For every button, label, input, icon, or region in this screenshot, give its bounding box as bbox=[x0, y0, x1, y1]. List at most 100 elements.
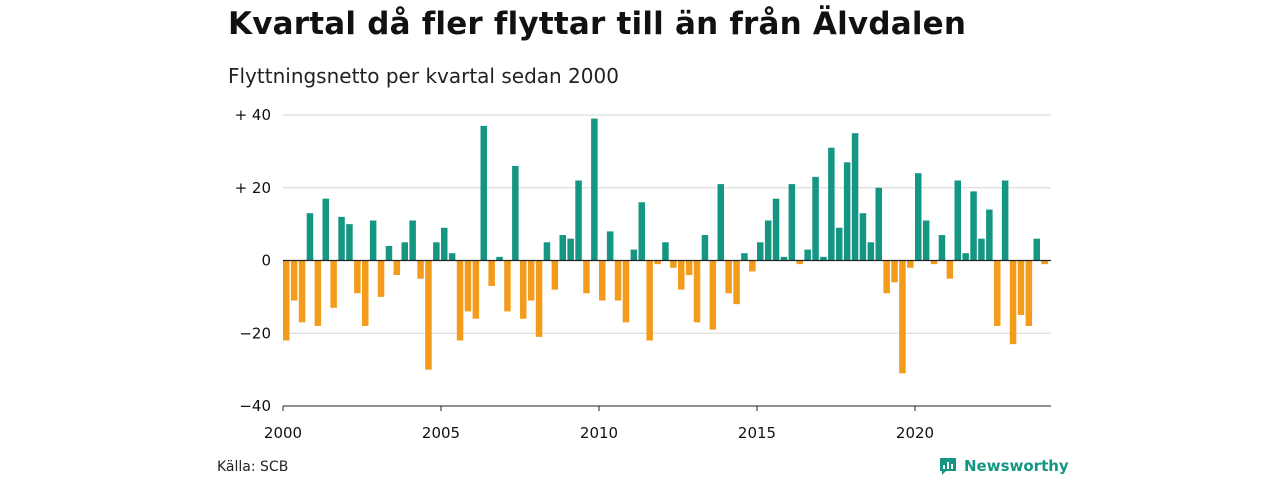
x-tick-label: 2010 bbox=[580, 424, 618, 442]
bar bbox=[314, 260, 322, 326]
y-tick-label: −40 bbox=[239, 397, 271, 415]
brand-logo: Newsworthy bbox=[938, 456, 1069, 476]
bar bbox=[757, 242, 764, 261]
bar bbox=[836, 227, 843, 261]
axes: + 40 + 20 0 −20 −40 2000 2005 2010 2015 2020 bbox=[235, 106, 1051, 442]
bar bbox=[646, 260, 653, 341]
bar bbox=[369, 220, 377, 261]
bar bbox=[433, 242, 440, 261]
bar bbox=[543, 242, 551, 261]
bar bbox=[915, 173, 922, 261]
bar bbox=[670, 260, 677, 268]
bar bbox=[385, 245, 393, 261]
bar bbox=[1017, 260, 1025, 316]
x-tick-label: 2000 bbox=[264, 424, 302, 442]
bar bbox=[575, 180, 582, 261]
bar bbox=[970, 191, 977, 261]
bar bbox=[441, 227, 448, 261]
chart-subtitle: Flyttningsnetto per kvartal sedan 2000 bbox=[228, 64, 619, 88]
bar bbox=[709, 260, 717, 330]
bar bbox=[859, 213, 867, 261]
bar bbox=[678, 260, 685, 290]
bar bbox=[978, 238, 985, 261]
bar bbox=[717, 184, 724, 261]
y-tick-label: + 20 bbox=[235, 179, 271, 197]
bar bbox=[377, 260, 385, 297]
bar bbox=[764, 220, 772, 261]
bar bbox=[488, 260, 495, 286]
bar bbox=[464, 260, 472, 312]
bar bbox=[322, 198, 329, 261]
bar bbox=[867, 242, 875, 261]
bar bbox=[401, 242, 408, 261]
bar bbox=[298, 260, 306, 323]
bar bbox=[938, 235, 946, 261]
bar bbox=[362, 260, 369, 326]
bars bbox=[283, 118, 1048, 374]
bar bbox=[567, 238, 574, 261]
bar bbox=[425, 260, 432, 370]
bar bbox=[875, 187, 882, 261]
bar bbox=[685, 260, 693, 276]
bar bbox=[306, 213, 314, 261]
bar bbox=[606, 231, 614, 261]
bar bbox=[1041, 260, 1048, 265]
bar bbox=[346, 224, 353, 261]
bar bbox=[504, 260, 511, 312]
y-tick-label: −20 bbox=[239, 324, 271, 342]
bar bbox=[820, 256, 827, 261]
chart-title: Kvartal då fler flyttar till än från Älv… bbox=[228, 6, 967, 42]
x-tick-label: 2015 bbox=[738, 424, 776, 442]
bar bbox=[559, 235, 566, 261]
bar bbox=[638, 202, 645, 261]
bar bbox=[520, 260, 527, 319]
bar bbox=[772, 198, 780, 261]
bar bbox=[535, 260, 543, 337]
y-tick-label: 0 bbox=[261, 252, 271, 270]
bar bbox=[330, 260, 337, 308]
bar bbox=[843, 162, 851, 261]
bar bbox=[630, 249, 638, 261]
bar bbox=[693, 260, 701, 323]
bar bbox=[946, 260, 954, 279]
x-tick-label: 2020 bbox=[896, 424, 934, 442]
bar bbox=[922, 220, 930, 261]
bar bbox=[512, 165, 519, 261]
bar bbox=[796, 260, 803, 265]
bar bbox=[883, 260, 890, 294]
brand-name: Newsworthy bbox=[964, 457, 1069, 475]
bar bbox=[472, 260, 480, 319]
bar bbox=[701, 235, 709, 261]
bar bbox=[662, 242, 669, 261]
bar bbox=[583, 260, 590, 294]
bar bbox=[851, 133, 859, 261]
bar bbox=[654, 260, 661, 265]
bar bbox=[741, 253, 748, 261]
bar bbox=[496, 256, 503, 261]
bar bbox=[749, 260, 756, 272]
bar bbox=[283, 260, 290, 341]
bar bbox=[614, 260, 622, 301]
source-note: Källa: SCB bbox=[217, 459, 289, 475]
bar bbox=[417, 260, 424, 279]
bar bbox=[448, 253, 456, 261]
bar bbox=[354, 260, 361, 294]
bar bbox=[480, 125, 487, 261]
bar bbox=[1025, 260, 1033, 326]
bar bbox=[962, 253, 969, 261]
bar bbox=[622, 260, 630, 323]
newsworthy-logo-icon bbox=[940, 458, 956, 475]
y-tick-label: + 40 bbox=[235, 106, 271, 124]
bar bbox=[1033, 238, 1040, 261]
x-tick-label: 2005 bbox=[422, 424, 460, 442]
bar bbox=[456, 260, 464, 341]
bar bbox=[812, 176, 819, 261]
bar bbox=[725, 260, 732, 294]
bar bbox=[551, 260, 559, 290]
bar bbox=[1009, 260, 1017, 345]
bar bbox=[954, 180, 961, 261]
bar bbox=[733, 260, 740, 305]
bar bbox=[780, 256, 788, 261]
bar bbox=[930, 260, 938, 265]
